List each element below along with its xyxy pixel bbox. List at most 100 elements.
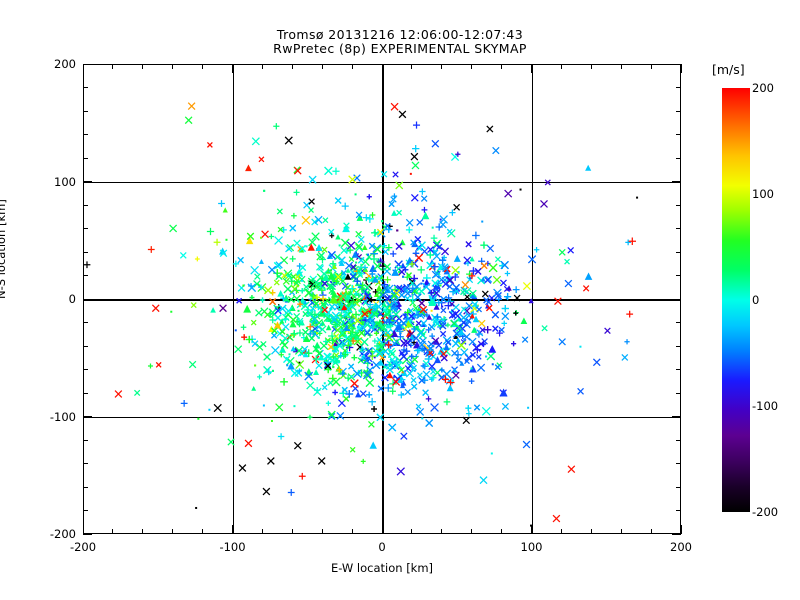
- scatter-marker: [323, 382, 326, 385]
- x-tick-top: [560, 64, 562, 69]
- scatter-marker: [293, 441, 302, 450]
- scatter-marker: [267, 457, 275, 465]
- gridline-horizontal: [84, 416, 680, 419]
- scatter-marker: [245, 164, 252, 172]
- scatter-marker: [468, 337, 477, 346]
- y-tick-label: 100: [54, 174, 76, 189]
- colorbar: [722, 88, 750, 512]
- x-tick: [232, 525, 233, 534]
- scatter-marker: [558, 248, 566, 256]
- x-tick-top: [680, 64, 682, 73]
- scatter-marker: [491, 311, 500, 319]
- scatter-marker: [356, 297, 362, 304]
- scatter-marker: [418, 299, 426, 307]
- scatter-marker: [309, 305, 316, 312]
- scatter-marker: [286, 364, 289, 367]
- scatter-marker: [492, 146, 500, 155]
- colorbar-tick-label: 0: [752, 293, 760, 307]
- scatter-marker: [370, 255, 378, 263]
- scatter-marker: [385, 244, 393, 252]
- y-tick-right: [676, 392, 681, 394]
- y-tick-right: [676, 486, 681, 488]
- scatter-marker: [361, 310, 369, 318]
- scatter-marker: [288, 353, 291, 356]
- scatter-marker: [486, 351, 496, 361]
- scatter-marker: [349, 317, 356, 324]
- scatter-marker: [454, 351, 462, 359]
- scatter-marker: [345, 267, 351, 273]
- x-tick: [531, 525, 532, 534]
- scatter-marker: [348, 175, 357, 184]
- scatter-marker: [430, 403, 439, 412]
- scatter-marker: [346, 246, 354, 254]
- scatter-marker: [395, 181, 404, 190]
- scatter-marker: [459, 360, 465, 366]
- scatter-marker: [585, 164, 592, 171]
- scatter-marker: [303, 334, 311, 342]
- scatter-marker: [321, 384, 328, 391]
- scatter-marker: [257, 374, 262, 380]
- scatter-marker: [567, 465, 576, 474]
- scatter-marker: [344, 293, 353, 301]
- scatter-marker: [343, 334, 349, 340]
- x-tick-top: [321, 64, 323, 69]
- scatter-marker: [396, 229, 399, 232]
- scatter-marker: [341, 386, 348, 393]
- scatter-marker: [336, 342, 344, 350]
- scatter-marker: [504, 293, 512, 301]
- scatter-marker: [442, 336, 452, 345]
- scatter-marker: [296, 329, 304, 337]
- scatter-marker: [390, 297, 399, 306]
- scatter-marker: [343, 334, 352, 343]
- scatter-marker: [486, 125, 494, 133]
- scatter-marker: [391, 340, 398, 347]
- scatter-marker: [316, 332, 319, 335]
- scatter-marker: [389, 387, 396, 395]
- scatter-marker: [473, 404, 481, 411]
- scatter-marker: [501, 304, 509, 313]
- scatter-marker: [368, 352, 377, 361]
- scatter-marker: [480, 241, 488, 249]
- scatter-marker: [297, 309, 300, 312]
- scatter-marker: [481, 406, 491, 416]
- scatter-marker: [263, 189, 266, 192]
- scatter-marker: [381, 306, 389, 314]
- scatter-marker: [554, 297, 562, 306]
- scatter-marker: [298, 361, 301, 364]
- scatter-marker: [495, 296, 502, 303]
- scatter-marker: [426, 344, 435, 353]
- scatter-marker: [242, 284, 245, 287]
- gridline-vertical: [232, 65, 235, 533]
- x-tick: [142, 529, 144, 534]
- scatter-marker: [398, 291, 406, 299]
- scatter-marker: [527, 406, 530, 409]
- scatter-marker: [446, 228, 453, 235]
- figure-title-line2: RwPretec (8p) EXPERIMENTAL SKYMAP: [273, 41, 527, 56]
- scatter-marker: [407, 312, 416, 320]
- scatter-marker: [346, 318, 353, 326]
- scatter-marker: [332, 264, 337, 269]
- scatter-marker: [320, 300, 327, 308]
- y-tick: [83, 463, 88, 464]
- scatter-marker: [420, 195, 428, 202]
- scatter-marker: [411, 383, 418, 390]
- scatter-marker: [296, 317, 304, 325]
- scatter-marker: [577, 387, 584, 395]
- scatter-marker: [465, 405, 472, 412]
- scatter-marker: [299, 288, 305, 294]
- colorbar-tick-label: -100: [752, 399, 779, 413]
- scatter-marker: [397, 376, 404, 383]
- y-tick: [83, 87, 88, 88]
- scatter-marker: [249, 295, 255, 300]
- scatter-marker: [483, 297, 490, 304]
- scatter-marker: [374, 321, 380, 327]
- scatter-marker: [345, 390, 354, 398]
- scatter-marker: [365, 378, 375, 388]
- scatter-marker: [284, 318, 287, 321]
- scatter-marker: [367, 323, 376, 332]
- scatter-marker: [481, 290, 489, 298]
- scatter-marker: [451, 266, 460, 275]
- scatter-marker: [225, 238, 228, 241]
- scatter-marker: [441, 375, 449, 383]
